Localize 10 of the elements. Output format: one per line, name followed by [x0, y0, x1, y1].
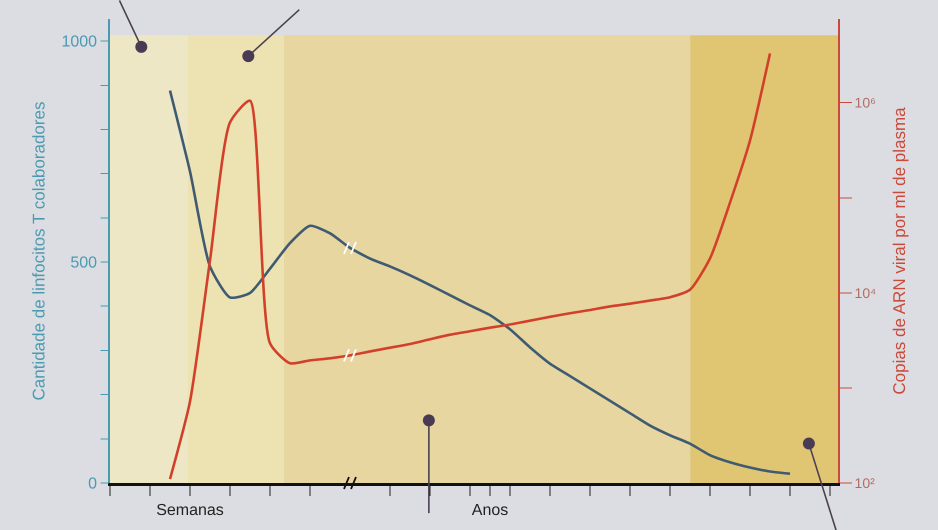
y-tick-label: 1000 [61, 34, 98, 51]
y-axis-title: Cantidade de linfocitos T colaboradores [30, 102, 49, 400]
y2-axis-title: Copias de ARN viral por ml de plasma [890, 106, 910, 395]
y2-tick-label: 10⁶ [854, 94, 876, 111]
y-tick-label: 500 [70, 254, 98, 272]
x-tick-label: Semanas [156, 502, 224, 519]
x-tick-label: Anos [472, 502, 508, 519]
y2-tick-label: 10⁴ [854, 284, 876, 301]
y2-tick-label: 10² [854, 474, 876, 491]
y-tick-label: 0 [88, 476, 98, 493]
